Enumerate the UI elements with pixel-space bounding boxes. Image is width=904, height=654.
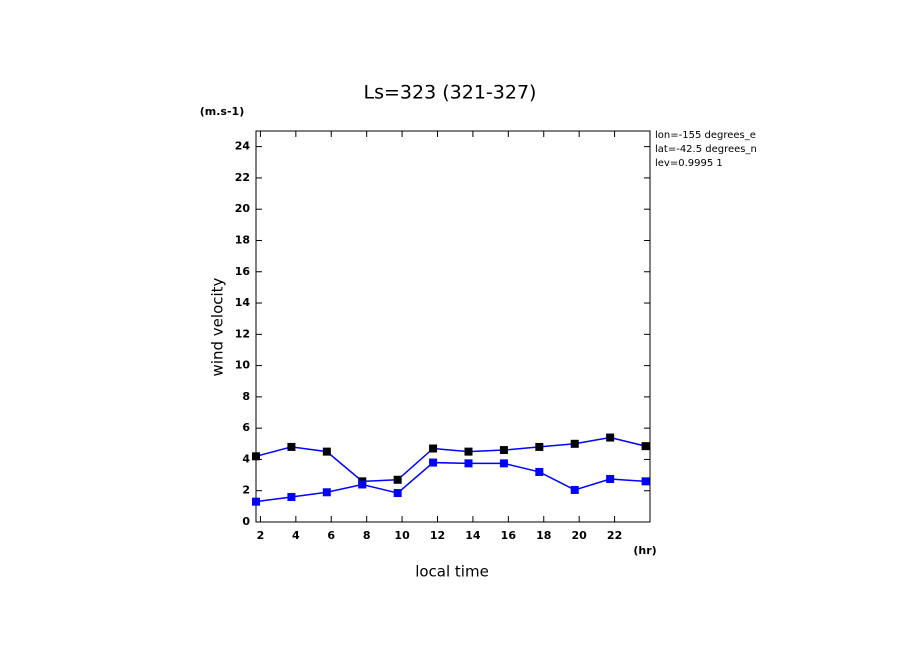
point	[641, 477, 650, 486]
x-axis-label: local time	[415, 563, 489, 581]
y-tick-label: 6	[242, 421, 250, 434]
plot-frame	[255, 130, 651, 523]
y-tick-label: 14	[235, 296, 251, 309]
x-tick-label: 22	[607, 529, 622, 542]
y-tick-label: 8	[242, 390, 250, 403]
point	[570, 439, 579, 448]
y-tick-label: 0	[242, 515, 250, 528]
y-tick-label: 4	[242, 452, 250, 465]
annotations: lon=-155 degrees_e lat=-42.5 degrees_n l…	[655, 130, 757, 169]
point	[464, 459, 473, 468]
point	[393, 475, 402, 484]
point	[464, 447, 473, 456]
point	[322, 447, 331, 456]
y-tick-label: 2	[242, 484, 250, 497]
point	[429, 444, 438, 453]
y-tick-label: 10	[235, 359, 251, 372]
x-tick-label: 4	[292, 529, 300, 542]
x-tick-label: 16	[501, 529, 517, 542]
chart-title: Ls=323 (321-327)	[364, 82, 537, 104]
y-tick-label: 22	[235, 171, 250, 184]
x-tick-label: 14	[465, 529, 481, 542]
point	[252, 497, 260, 506]
y-tick-label: 12	[235, 327, 250, 340]
point	[499, 459, 508, 468]
y-tick-label: 18	[235, 233, 250, 246]
point	[287, 442, 296, 451]
x-unit: (hr)	[633, 544, 656, 557]
point	[322, 488, 331, 497]
point	[535, 442, 544, 451]
point	[570, 485, 579, 494]
point	[393, 489, 402, 498]
x-tick-label: 20	[572, 529, 588, 542]
y-tick-label: 20	[235, 202, 251, 215]
point	[606, 474, 615, 483]
series-line	[255, 436, 646, 483]
x-tick-label: 2	[257, 529, 265, 542]
point	[287, 492, 296, 501]
point	[499, 446, 508, 455]
point	[252, 452, 260, 461]
y-tick-label: 24	[235, 140, 251, 153]
x-tick-label: 12	[430, 529, 445, 542]
x-tick-label: 6	[327, 529, 335, 542]
annotation: lat=-42.5 degrees_n	[655, 144, 757, 155]
x-tick-label: 10	[394, 529, 410, 542]
point	[606, 433, 615, 442]
y-axis-label: wind velocity	[209, 277, 227, 376]
x-tick-label: 18	[536, 529, 551, 542]
y-unit: (m.s-1)	[200, 105, 244, 118]
point	[358, 480, 367, 489]
point	[429, 458, 438, 467]
annotation: lev=0.9995 1	[655, 158, 723, 169]
point	[641, 442, 650, 451]
x-tick-label: 8	[363, 529, 371, 542]
annotation: lon=-155 degrees_e	[655, 130, 756, 141]
y-tick-label: 16	[235, 265, 251, 278]
series-line	[255, 461, 646, 503]
point	[535, 467, 544, 476]
